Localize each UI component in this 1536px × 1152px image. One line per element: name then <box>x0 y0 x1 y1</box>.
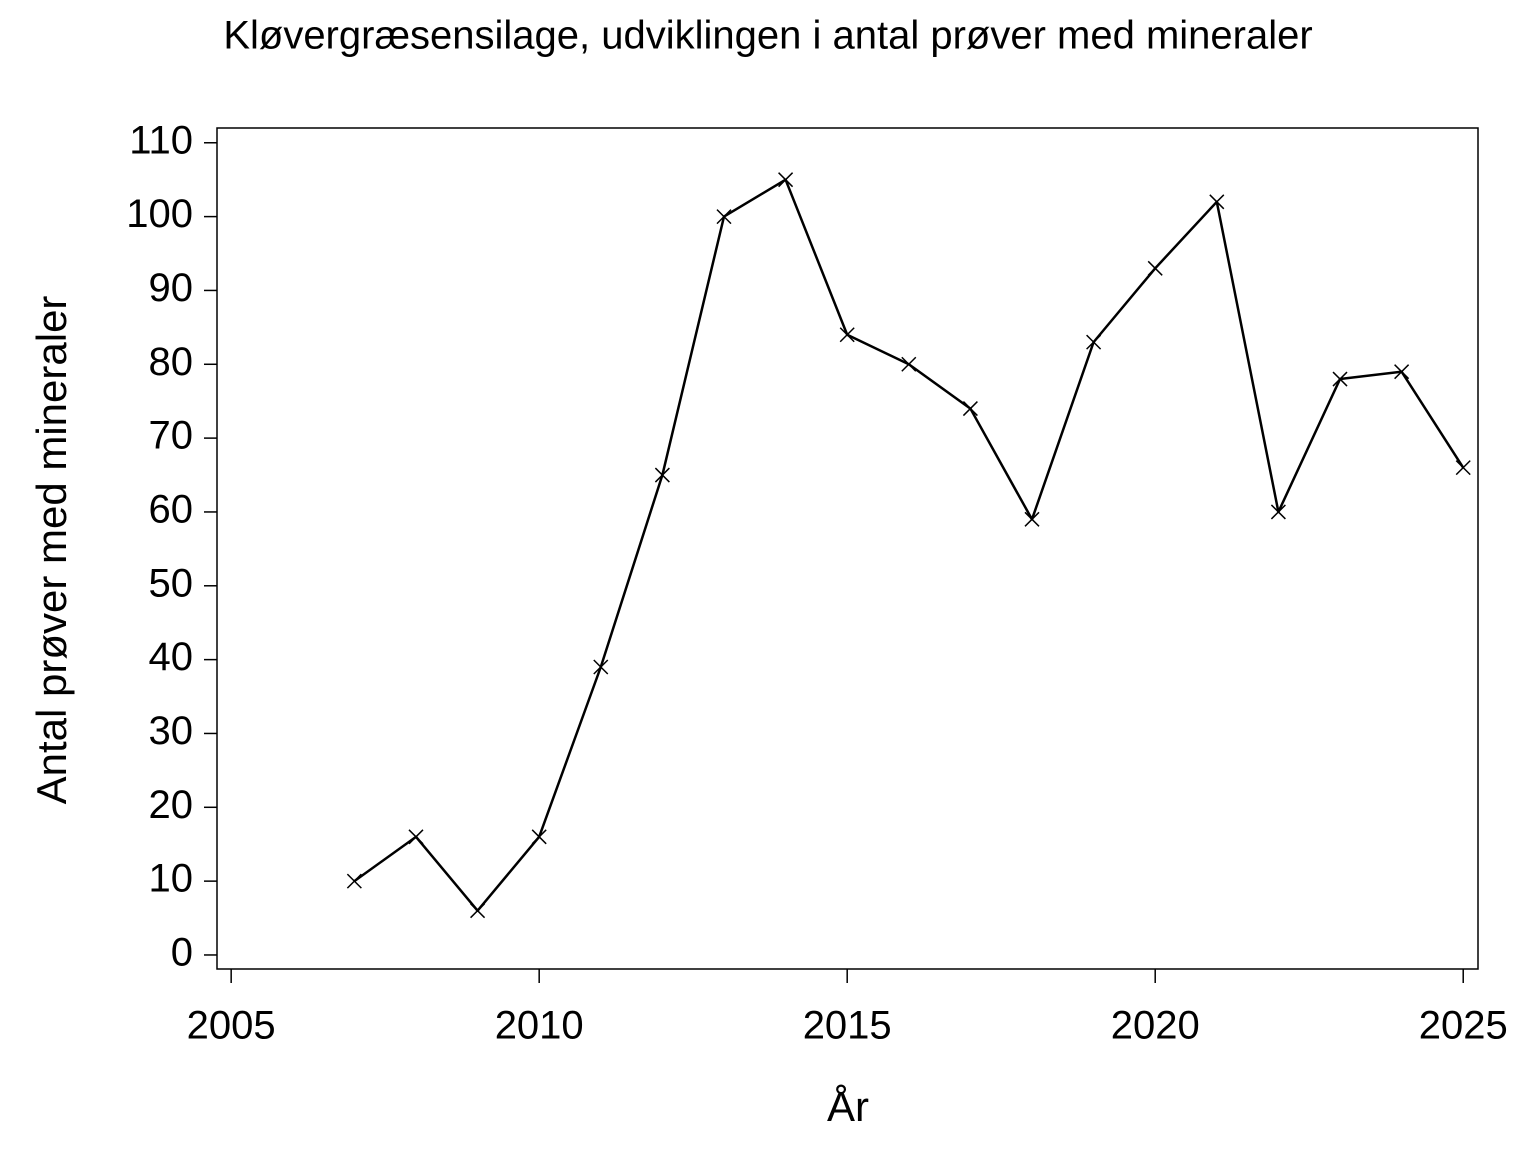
x-tick-label: 2025 <box>1419 1004 1508 1048</box>
y-tick-label: 20 <box>149 783 194 827</box>
y-tick-label: 40 <box>149 635 194 679</box>
marker <box>1270 504 1286 520</box>
marker <box>1394 364 1410 380</box>
marker <box>901 356 917 372</box>
chart-title: Kløvergræsensilage, udviklingen i antal … <box>223 14 1312 58</box>
marker <box>716 209 732 225</box>
y-axis-label: Antal prøver med mineraler <box>28 296 75 805</box>
y-tick-label: 70 <box>149 414 194 458</box>
marker <box>346 873 362 889</box>
marker <box>839 327 855 343</box>
x-tick-label: 2010 <box>495 1004 584 1048</box>
x-tick-label: 2015 <box>803 1004 892 1048</box>
marker <box>593 659 609 675</box>
x-tick-label: 2020 <box>1111 1004 1200 1048</box>
line-series <box>353 178 1465 912</box>
y-tick-label: 0 <box>171 931 193 975</box>
y-tick-label: 30 <box>149 709 194 753</box>
y-tick-label: 50 <box>149 561 194 605</box>
y-tick-label: 80 <box>149 340 194 384</box>
marker <box>962 401 978 417</box>
marker <box>1024 511 1040 527</box>
x-axis-label: År <box>827 1083 869 1130</box>
marker <box>1086 334 1102 350</box>
marker <box>1455 460 1471 476</box>
y-tick-label: 100 <box>126 192 193 236</box>
marker <box>470 903 486 919</box>
marker <box>778 172 794 188</box>
marker <box>1147 260 1163 276</box>
marker <box>1332 371 1348 387</box>
y-tick-label: 110 <box>129 118 193 162</box>
marker <box>654 467 670 483</box>
marker <box>1209 194 1225 210</box>
y-tick-label: 10 <box>149 857 194 901</box>
x-tick-label: 2005 <box>187 1004 276 1048</box>
marker <box>531 829 547 845</box>
y-tick-label: 60 <box>149 488 194 532</box>
marker <box>408 829 424 845</box>
y-tick-label: 90 <box>149 266 194 310</box>
